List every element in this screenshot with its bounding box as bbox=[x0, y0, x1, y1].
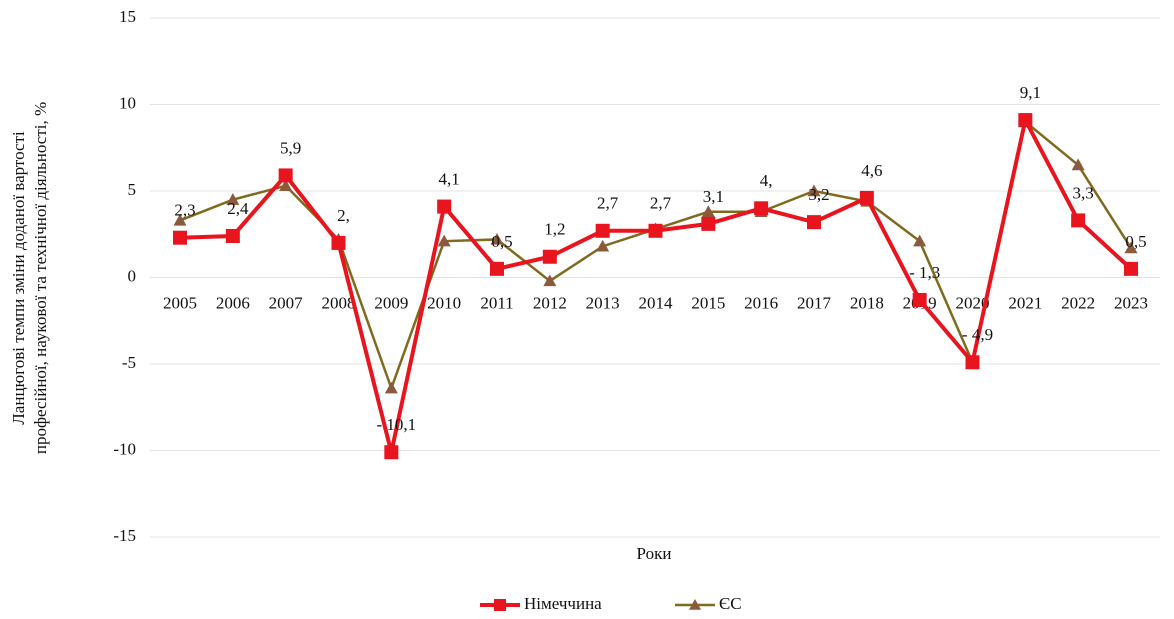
data-label: 2,7 bbox=[650, 194, 672, 213]
y-tick-label: -15 bbox=[113, 526, 136, 545]
point bbox=[279, 179, 293, 192]
data-label: 3,3 bbox=[1073, 183, 1094, 202]
point bbox=[173, 213, 187, 226]
data-label: 2, bbox=[337, 206, 350, 225]
x-tick-label: 2009 bbox=[374, 293, 408, 312]
point bbox=[437, 199, 452, 214]
point bbox=[1124, 261, 1138, 276]
point bbox=[859, 190, 874, 205]
point bbox=[807, 184, 821, 197]
y-axis-label: професійної, наукової та технічної діяль… bbox=[31, 102, 50, 454]
x-tick-label: 2020 bbox=[956, 293, 990, 312]
point bbox=[173, 230, 187, 245]
x-tick-label: 2013 bbox=[586, 293, 620, 312]
point bbox=[226, 193, 240, 205]
data-label: 9,1 bbox=[1020, 83, 1041, 102]
y-tick-label: 10 bbox=[119, 93, 136, 112]
x-tick-label: 2011 bbox=[480, 293, 513, 312]
point bbox=[913, 234, 927, 247]
data-label: - 1,3 bbox=[909, 263, 940, 282]
data-label: 4,1 bbox=[439, 169, 460, 188]
x-tick-label: 2017 bbox=[797, 293, 832, 312]
point bbox=[225, 228, 240, 243]
point bbox=[331, 235, 346, 250]
series-line bbox=[179, 114, 1133, 453]
x-tick-label: 2015 bbox=[691, 293, 725, 312]
point bbox=[1018, 113, 1033, 128]
point bbox=[1124, 241, 1138, 254]
data-label: 4,6 bbox=[861, 161, 882, 180]
point bbox=[701, 216, 716, 231]
x-tick-label: 2022 bbox=[1061, 293, 1095, 312]
y-tick-label: -10 bbox=[113, 439, 136, 458]
y-axis-label-group: Ланцюгові темпи зміни доданої вартості п… bbox=[9, 102, 50, 454]
x-tick-label: 2016 bbox=[744, 293, 778, 312]
data-label: 5,9 bbox=[280, 138, 301, 157]
y-tick-label: -5 bbox=[122, 353, 136, 372]
y-axis-label: Ланцюгові темпи зміни доданої вартості bbox=[9, 131, 28, 425]
data-label: 2,4 bbox=[227, 199, 249, 218]
legend-label: ЄС bbox=[719, 594, 742, 613]
data-label: - 4,9 bbox=[962, 325, 993, 344]
data-label: 4, bbox=[760, 171, 773, 190]
point bbox=[595, 223, 610, 238]
data-label: 3,1 bbox=[703, 187, 724, 206]
data-label: 0,5 bbox=[491, 232, 512, 251]
x-tick-label: 2008 bbox=[322, 293, 356, 312]
point bbox=[490, 261, 504, 276]
y-tick-label: 0 bbox=[128, 266, 137, 285]
data-label: 3,2 bbox=[808, 185, 829, 204]
data-label: 2,7 bbox=[597, 194, 619, 213]
data-label: 1,2 bbox=[544, 220, 565, 239]
point bbox=[542, 249, 557, 264]
data-label: - 10,1 bbox=[376, 415, 416, 434]
point bbox=[437, 234, 451, 247]
point bbox=[278, 168, 293, 183]
legend-marker bbox=[494, 599, 506, 611]
legend-marker bbox=[689, 599, 701, 610]
point bbox=[384, 445, 399, 460]
point bbox=[754, 201, 769, 216]
x-tick-label: 2021 bbox=[1008, 293, 1042, 312]
x-tick-label: 2014 bbox=[639, 293, 674, 312]
x-axis-label: Роки bbox=[637, 544, 672, 563]
x-tick-label: 2005 bbox=[163, 293, 197, 312]
point bbox=[543, 274, 557, 287]
x-tick-label: 2018 bbox=[850, 293, 884, 312]
point bbox=[490, 232, 504, 245]
point bbox=[912, 292, 927, 307]
point bbox=[1071, 158, 1085, 171]
x-tick-label: 2010 bbox=[427, 293, 461, 312]
point bbox=[807, 215, 821, 230]
data-label: 2,3 bbox=[174, 201, 195, 220]
x-tick-label: 2007 bbox=[269, 293, 304, 312]
x-tick-label: 2023 bbox=[1114, 293, 1148, 312]
point bbox=[596, 239, 610, 252]
point bbox=[384, 381, 398, 394]
point bbox=[648, 223, 663, 238]
x-tick-label: 2006 bbox=[216, 293, 250, 312]
legend-label: Німеччина bbox=[524, 594, 602, 613]
y-tick-label: 5 bbox=[128, 180, 137, 199]
series-line bbox=[179, 119, 1133, 392]
data-label: 0,5 bbox=[1125, 232, 1146, 251]
y-tick-label: 15 bbox=[119, 7, 136, 26]
point bbox=[701, 205, 715, 217]
point bbox=[965, 355, 980, 370]
x-tick-label: 2012 bbox=[533, 293, 567, 312]
point bbox=[1071, 213, 1086, 228]
